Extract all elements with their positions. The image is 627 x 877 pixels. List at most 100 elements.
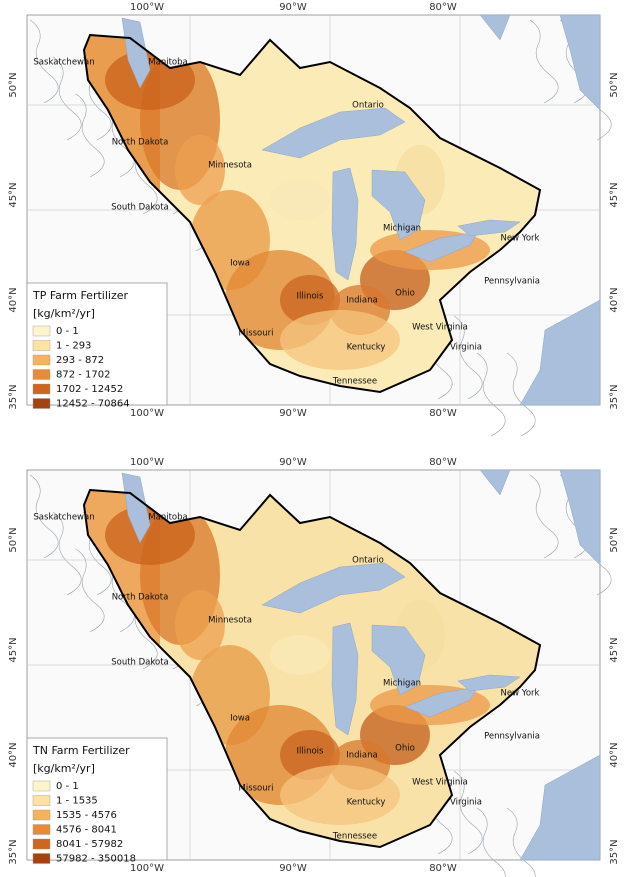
legend-item: 0 - 1 [56,326,79,337]
place-label: Illinois [297,292,325,302]
place-label: West Virginia [412,323,468,333]
river [506,352,536,437]
water [519,754,601,861]
lon-label: 90°W [279,2,307,13]
lat-label: 35°N [8,384,19,409]
water [331,622,359,736]
lat-label: 40°N [609,742,620,767]
lat-label: 40°N [8,742,19,767]
shade [280,310,400,370]
map-panel: 100°W 100°W 90°W 90°W 80°W 80°W 50°N 50°N 45°N 45… [8,2,620,437]
basin-outline [82,33,542,394]
river [453,315,483,400]
basin-shading [84,35,490,370]
legend-swatch [32,795,51,806]
lat-label: 35°N [609,839,620,864]
place-label: Kentucky [347,798,386,808]
place-label: Ontario [352,556,384,566]
place-label: Indiana [346,296,377,306]
lat-label: 50°N [609,72,620,97]
water [371,624,426,696]
river [476,352,506,437]
legend-swatch [32,824,51,835]
place-label: Illinois [297,747,325,757]
place-label: Michigan [383,679,421,689]
legend-swatch [32,780,51,792]
lon-label: 90°W [279,457,307,468]
legend-item: 12452 - 70864 [56,399,130,410]
place-label: Kentucky [347,343,386,353]
legend: TP Farm Fertilizer [kg/km²/yr] 0 - 1 1 - 29… [26,282,168,410]
place-label: South Dakota [111,203,169,213]
place-label: Iowa [230,259,250,269]
lat-label: 50°N [8,527,19,552]
legend-swatch [32,325,51,337]
legend-box [26,737,168,861]
legend-swatch [32,354,51,366]
legend-item: 57982 - 350018 [56,854,136,865]
water [261,562,406,614]
legend-item: 1 - 293 [56,341,91,352]
place-label: Virginia [450,798,482,808]
place-label: Tennessee [332,832,377,842]
lon-label: 80°W [429,2,457,13]
legend-title: TP Farm Fertilizer [32,289,128,302]
lon-label: 90°W [279,863,307,874]
water [121,472,151,544]
place-label: Tennessee [332,377,377,387]
legend-item: 872 - 1702 [56,370,111,381]
river [529,474,559,559]
water [371,169,426,241]
river [529,19,559,104]
shade [175,590,225,660]
river [52,56,82,141]
water [331,167,359,281]
lat-label: 45°N [8,182,19,207]
water [457,219,521,237]
place-label: New York [501,234,540,244]
water [519,299,601,406]
place-label: Iowa [230,714,250,724]
place-label: North Dakota [112,593,169,603]
place-label: South Dakota [111,658,169,668]
lon-label: 80°W [429,408,457,419]
shade [280,765,400,825]
lat-label: 45°N [8,637,19,662]
legend-swatch [32,369,51,380]
lat-label: 40°N [8,287,19,312]
legend-swatch [32,853,51,864]
water [261,107,406,159]
place-label: West Virginia [412,778,468,788]
river [29,474,59,559]
legend-swatch [32,340,51,351]
river [29,19,59,104]
place-label: Minnesota [208,616,252,626]
shade [270,635,330,675]
place-label: Ontario [352,101,384,111]
lat-label: 35°N [609,384,620,409]
water [121,17,151,89]
legend-swatch [32,838,51,850]
place-label: Pennsylvania [484,732,540,742]
river [476,807,506,877]
water [404,231,479,263]
legend-box [26,282,168,406]
legend: TN Farm Fertilizer [kg/km²/yr] 0 - 1 1 - 15… [26,737,168,865]
place-label: Saskatchewan [33,58,94,68]
lon-label: 100°W [130,457,164,468]
river [506,807,536,877]
place-label: New York [501,689,540,699]
place-label: Ohio [395,744,415,754]
place-label: Missouri [239,329,274,339]
river [52,511,82,596]
place-label: Michigan [383,224,421,234]
place-label: Ohio [395,289,415,299]
place-label: Minnesota [208,161,252,171]
legend-swatch [32,383,51,395]
lat-label: 45°N [609,182,620,207]
water [457,674,521,692]
lat-label: 35°N [8,839,19,864]
legend-unit: [kg/km²/yr] [33,307,95,320]
place-label: Virginia [450,343,482,353]
